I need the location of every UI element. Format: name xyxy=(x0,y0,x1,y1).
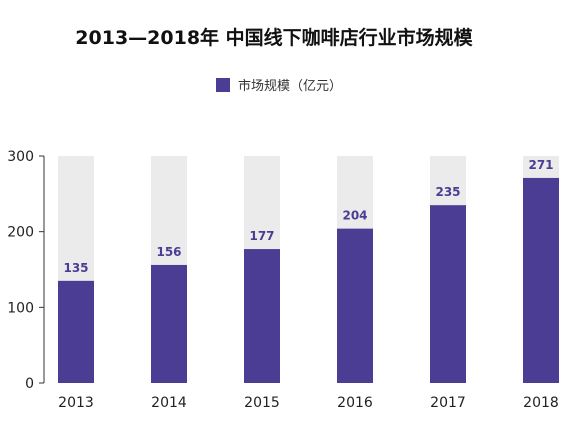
data-label-2014: 156 xyxy=(156,245,181,259)
bar-2013 xyxy=(58,280,94,383)
bar-2016 xyxy=(337,228,373,383)
bar-2015 xyxy=(244,249,280,383)
x-tick-label-2015: 2015 xyxy=(244,395,280,411)
y-tick-label: 100 xyxy=(7,300,34,316)
bar-2014 xyxy=(151,264,187,383)
data-label-2016: 204 xyxy=(342,209,367,223)
chart-title: 2013—2018年 中国线下咖啡店行业市场规模 xyxy=(75,26,473,49)
bars: 135 156 177 204 235 271 xyxy=(58,156,559,383)
legend-swatch xyxy=(216,78,230,92)
x-axis: 2013 2014 2015 2016 2017 2018 xyxy=(58,395,559,411)
y-tick-label: 0 xyxy=(25,376,34,392)
x-tick-label-2018: 2018 xyxy=(523,395,559,411)
x-tick-label-2013: 2013 xyxy=(58,395,94,411)
y-tick-label: 300 xyxy=(7,149,34,165)
bar-2017 xyxy=(430,205,466,383)
data-label-2018: 271 xyxy=(528,158,553,172)
x-tick-label-2016: 2016 xyxy=(337,395,373,411)
y-axis: 0 100 200 300 xyxy=(7,149,45,392)
data-label-2015: 177 xyxy=(249,229,274,243)
y-tick-label: 200 xyxy=(7,225,34,241)
x-tick-label-2014: 2014 xyxy=(151,395,187,411)
legend-label: 市场规模（亿元） xyxy=(238,78,342,94)
data-label-2013: 135 xyxy=(63,261,88,275)
x-tick-label-2017: 2017 xyxy=(430,395,466,411)
data-label-2017: 235 xyxy=(435,185,460,199)
bar-2018 xyxy=(523,177,559,383)
legend: 市场规模（亿元） xyxy=(216,78,342,94)
